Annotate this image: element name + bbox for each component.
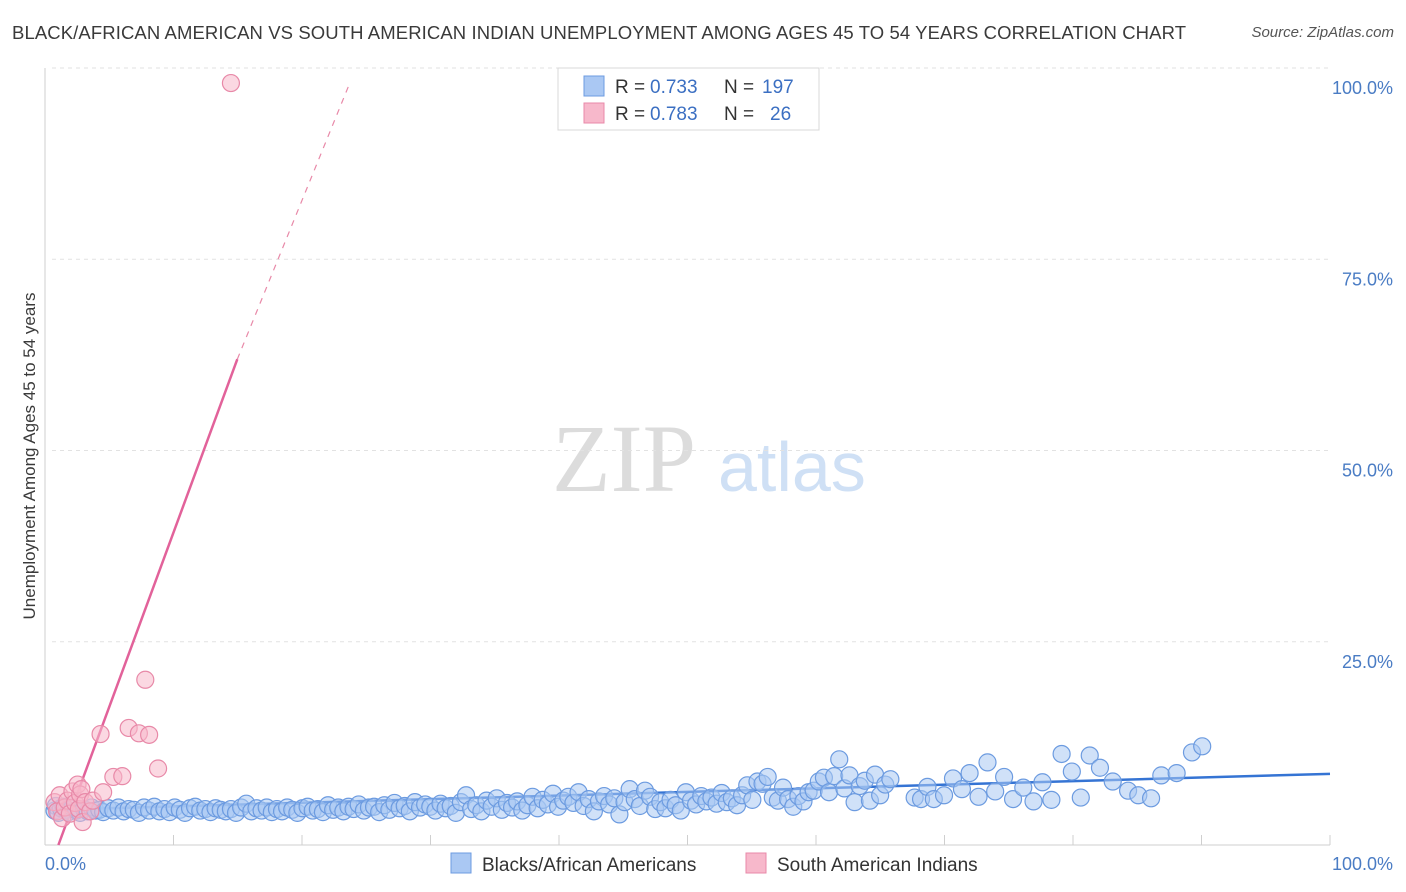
south-american-indians-point: [221, 73, 241, 93]
blacks-african-americans-point: [1167, 763, 1186, 783]
blacks-african-americans-point: [1003, 789, 1023, 809]
legend-n-label-1: N =: [724, 77, 754, 98]
blacks-african-americans-point: [934, 786, 954, 805]
blacks-african-americans-point: [1193, 737, 1212, 756]
legend-n-label-2: N =: [724, 104, 754, 125]
legend-n-value-1: 197: [762, 77, 794, 98]
south-american-indians-point: [91, 724, 110, 744]
legend-r-value-1: 0.733: [650, 77, 698, 98]
y-tick-label-75: 75.0%: [1342, 269, 1393, 289]
blacks-african-americans-point: [830, 750, 849, 769]
series-legend-label-pink: South American Indians: [777, 855, 978, 876]
south-american-indians-point: [148, 759, 168, 778]
series-legend-label-blue: Blacks/African Americans: [482, 855, 696, 876]
data-points: [45, 73, 1212, 832]
correlation-legend: R = 0.733 N = 197 R = 0.783 N = 26: [557, 67, 820, 131]
legend-r-label-1: R =: [615, 77, 645, 98]
blacks-african-americans-point: [1042, 790, 1061, 809]
y-tick-labels: 25.0% 50.0% 75.0% 100.0%: [1332, 78, 1393, 672]
blacks-african-americans-point: [969, 787, 988, 806]
series-legend-swatch-pink: [745, 852, 767, 874]
y-tick-label-50: 50.0%: [1342, 461, 1393, 481]
x-tick-label-100: 100.0%: [1332, 854, 1393, 874]
source-label: Source: ZipAtlas.com: [1251, 24, 1394, 41]
blacks-african-americans-point: [845, 793, 864, 812]
blacks-african-americans-point: [758, 767, 777, 787]
blacks-african-americans-point: [1014, 778, 1033, 797]
series-legend: Blacks/African Americans South American …: [450, 852, 978, 876]
south-american-indians-point: [140, 725, 159, 744]
blacks-african-americans-point: [978, 753, 997, 772]
blacks-african-americans-point: [1024, 792, 1043, 811]
south-american-indians-point: [136, 670, 155, 689]
blacks-african-americans-point: [952, 780, 972, 799]
watermark-atlas: atlas: [718, 428, 866, 506]
y-axis-label: Unemployment Among Ages 45 to 54 years: [20, 293, 39, 620]
series-legend-swatch-blue: [450, 852, 472, 874]
blacks-african-americans-point: [1090, 758, 1110, 777]
y-tick-label-100: 100.0%: [1332, 78, 1393, 98]
south-american-indians-point: [94, 783, 113, 802]
blacks-african-americans-point: [1052, 744, 1071, 764]
blacks-african-americans-point: [1033, 773, 1052, 792]
blacks-african-americans-point: [819, 783, 839, 802]
x-tick-marks: [44, 835, 1331, 845]
blacks-african-americans-point: [881, 770, 900, 789]
blacks-african-americans-point: [986, 782, 1005, 801]
blacks-african-americans-point: [1062, 762, 1081, 781]
blacks-african-americans-point: [1103, 772, 1122, 791]
legend-swatch-pink: [583, 102, 605, 124]
watermark-zip: ZIP: [552, 405, 696, 512]
legend-swatch-blue: [583, 75, 605, 97]
blacks-african-americans-point: [995, 767, 1014, 787]
gridlines: [52, 67, 1330, 643]
pink-trend-extension: [236, 82, 351, 360]
x-tick-label-0: 0.0%: [45, 854, 86, 874]
blacks-african-americans-point: [1071, 788, 1090, 807]
chart-title: BLACK/AFRICAN AMERICAN VS SOUTH AMERICAN…: [12, 22, 1187, 43]
blacks-african-americans-point: [960, 763, 979, 783]
legend-r-label-2: R =: [615, 104, 645, 125]
blacks-african-americans-point: [1141, 789, 1161, 808]
pink-trend-line: [57, 358, 239, 846]
legend-n-value-2: 26: [770, 104, 791, 125]
south-american-indians-point: [113, 767, 132, 786]
blacks-african-americans-point: [743, 790, 762, 809]
y-tick-label-25: 25.0%: [1342, 652, 1393, 672]
legend-r-value-2: 0.783: [650, 104, 698, 125]
blacks-african-americans-point: [1080, 746, 1099, 765]
blacks-african-americans-point: [1152, 766, 1171, 785]
